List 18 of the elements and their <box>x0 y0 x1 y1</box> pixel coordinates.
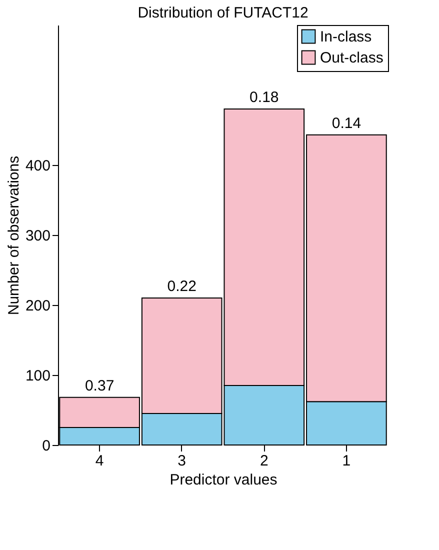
y-tick-label: 200 <box>25 298 50 314</box>
legend-label: In-class <box>320 28 372 46</box>
y-axis-title: Number of observations <box>5 156 22 316</box>
x-tick-label: 3 <box>178 452 186 470</box>
x-tick-label: 1 <box>342 452 351 470</box>
annotation: 0.14 <box>332 114 362 132</box>
x-tick-label: 4 <box>95 452 104 470</box>
annotation: 0.18 <box>250 89 279 106</box>
legend-label: Out-class <box>320 50 384 66</box>
y-tick-label: 100 <box>25 368 50 384</box>
x-tick-label: 2 <box>260 452 268 470</box>
annotation: 0.37 <box>84 377 114 394</box>
y-tick-label: 400 <box>25 158 50 174</box>
y-tick-label: 300 <box>25 228 50 244</box>
annotation: 0.22 <box>167 278 196 295</box>
x-axis-title: Predictor values <box>170 472 278 488</box>
chart-title: Distribution of FUTACT12 <box>138 4 308 22</box>
y-tick-label: 0 <box>42 438 50 454</box>
